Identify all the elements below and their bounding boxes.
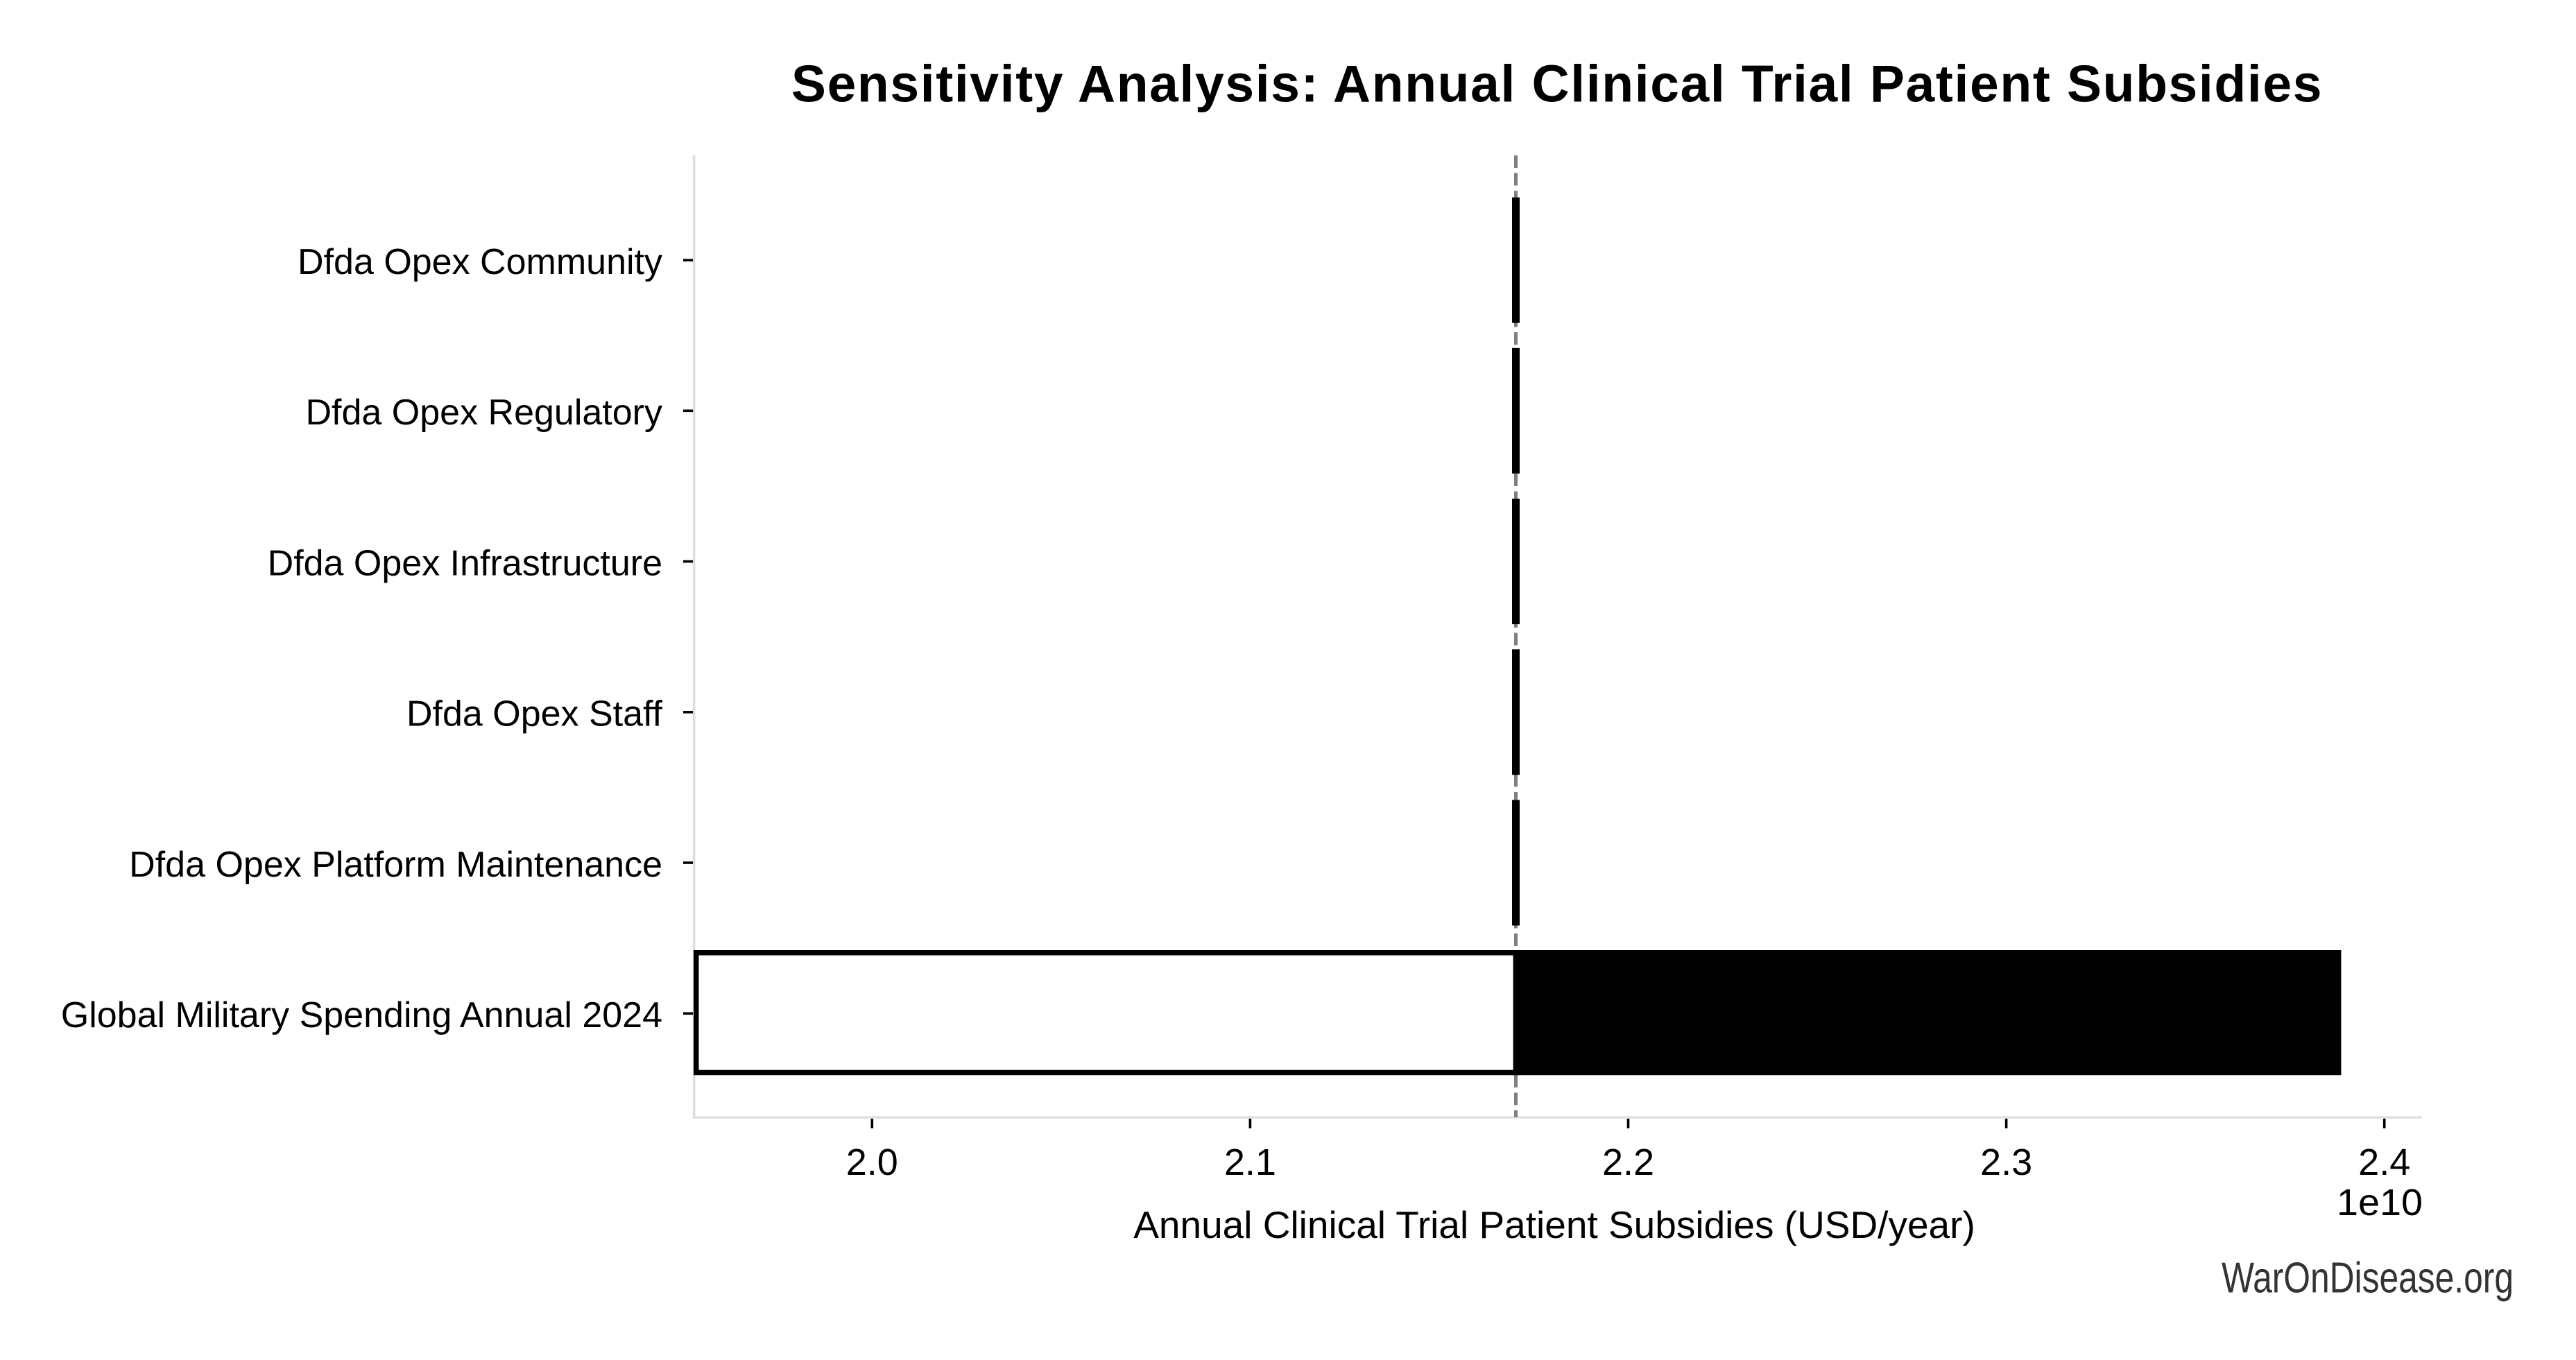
svg-text:2.3: 2.3 [1980, 1142, 2032, 1183]
svg-text:1e10: 1e10 [2337, 1182, 2423, 1223]
svg-text:Global Military Spending Annua: Global Military Spending Annual 2024 [61, 995, 662, 1035]
svg-text:Dfda Opex Regulatory: Dfda Opex Regulatory [306, 393, 663, 433]
svg-text:Sensitivity Analysis: Annual C: Sensitivity Analysis: Annual Clinical Tr… [791, 55, 2323, 113]
svg-text:2.1: 2.1 [1224, 1142, 1276, 1183]
svg-text:2.2: 2.2 [1602, 1142, 1654, 1183]
svg-text:Dfda Opex Staff: Dfda Opex Staff [406, 694, 663, 734]
svg-text:2.4: 2.4 [2358, 1142, 2410, 1183]
svg-text:Dfda Opex Community: Dfda Opex Community [298, 242, 662, 282]
svg-text:Dfda Opex Platform Maintenance: Dfda Opex Platform Maintenance [129, 845, 662, 885]
svg-text:Annual Clinical Trial Patient: Annual Clinical Trial Patient Subsidies … [1133, 1203, 1975, 1246]
svg-text:Dfda Opex Infrastructure: Dfda Opex Infrastructure [268, 543, 662, 583]
svg-text:WarOnDisease.org: WarOnDisease.org [2222, 1255, 2514, 1302]
svg-text:2.0: 2.0 [846, 1142, 898, 1183]
